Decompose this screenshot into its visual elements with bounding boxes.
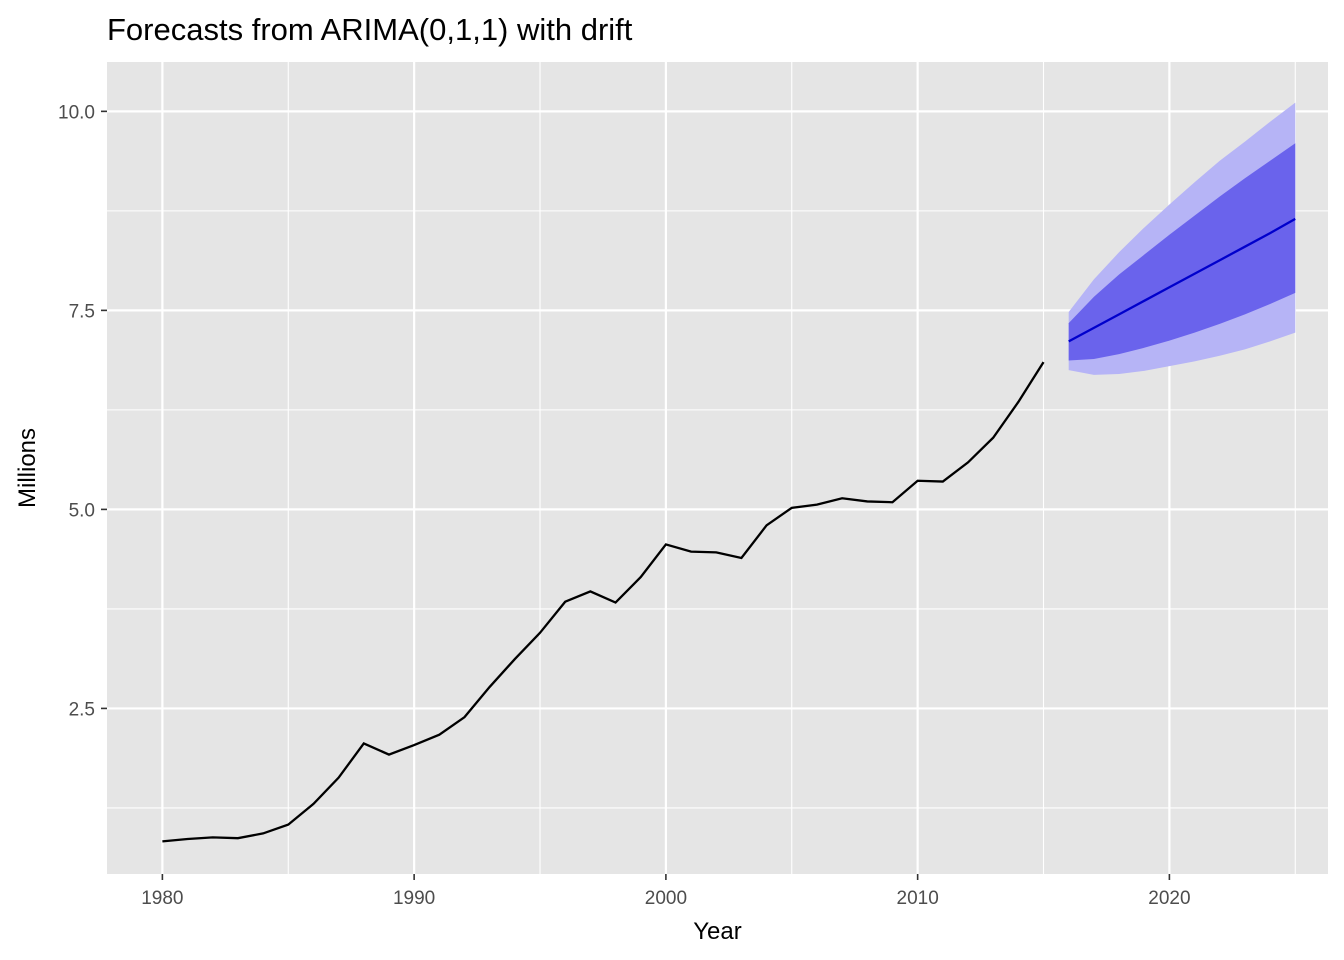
plot-panel (107, 62, 1328, 874)
grid-minor (107, 62, 1328, 874)
y-axis: 2.5 5.0 7.5 10.0 (58, 102, 107, 720)
chart-title: Forecasts from ARIMA(0,1,1) with drift (107, 12, 633, 47)
y-tick-label-7.5: 7.5 (69, 301, 95, 322)
x-tick-label-1990: 1990 (393, 888, 435, 909)
y-tick-label-5.0: 5.0 (69, 500, 95, 521)
forecast-band-80 (1068, 143, 1296, 361)
x-tick-label-2000: 2000 (645, 888, 687, 909)
x-axis-title: Year (693, 918, 742, 945)
x-tick-label-2010: 2010 (897, 888, 939, 909)
y-tick-label-2.5: 2.5 (69, 699, 95, 720)
x-tick-label-2020: 2020 (1148, 888, 1190, 909)
forecast-line (1068, 217, 1296, 343)
x-axis: 1980 1990 2000 2010 2020 (141, 874, 1191, 909)
x-tick-label-1980: 1980 (141, 888, 183, 909)
grid-major (107, 62, 1328, 874)
y-axis-title: Millions (14, 428, 41, 508)
history-line (162, 361, 1045, 843)
y-tick-label-10.0: 10.0 (58, 102, 95, 123)
